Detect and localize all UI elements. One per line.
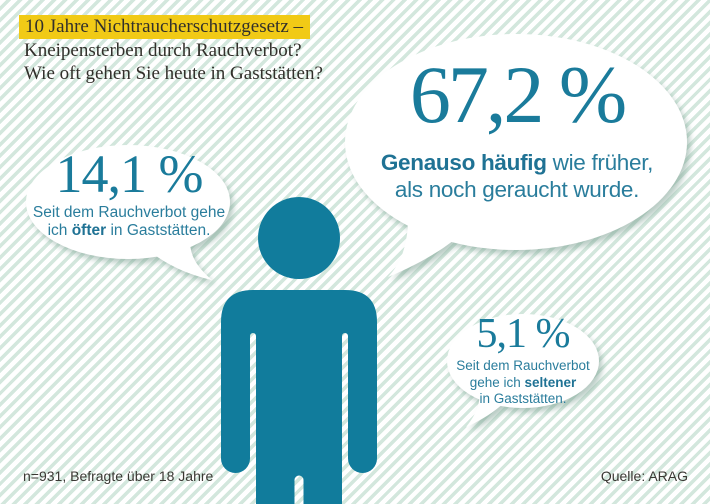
headline-highlight: 10 Jahre Nichtraucherschutzgesetz – [19,15,311,39]
person-head [258,197,340,279]
bubble-main-text-rest: wie früher, [546,150,654,175]
person-pictogram [221,197,377,504]
bubble-main-content: 67,2 % Genauso häufig wie früher, als noc… [350,54,684,203]
speech-bubble-main [345,34,687,277]
sample-size-note: n=931, Befragte über 18 Jahre [23,468,214,484]
bubble-less-often-content: 5,1 % Seit dem Rauchverbot gehe ich selte… [449,313,597,408]
bubble-main-value: 67,2 % [409,49,627,140]
person-body [221,290,377,504]
speech-bubble-more-often-body [26,145,230,259]
source-credit: Quelle: ARAG [600,468,688,484]
bubble-more-often-content: 14,1 % Seit dem Rauchverbot gehe ich öfte… [28,147,230,240]
bubble-more-often-line2-post: in Gaststätten. [106,222,211,239]
bubble-less-often-line2-bold: seltener [524,374,577,390]
bubble-more-often-line2-bold: öfter [71,222,107,239]
bubble-less-often-line3: in Gaststätten. [479,391,567,406]
bubble-more-often-line1: Seit dem Rauchverbot gehe [32,204,226,221]
bubble-less-often-line2-pre: gehe ich [469,374,525,390]
bubble-main-text-bold: Genauso häufig [380,150,547,175]
speech-bubble-more-often [26,145,230,280]
bubble-less-often-line1: Seit dem Rauchverbot [456,358,590,373]
bubble-more-often-line2-pre: ich [47,222,72,239]
speech-bubble-main-body [345,34,687,250]
bubble-more-often-text: Seit dem Rauchverbot gehe ich öfter in Ga… [28,204,230,240]
bubble-main-text: Genauso häufig wie früher, als noch gerau… [350,149,684,203]
headline-line-1: 10 Jahre Nichtraucherschutzgesetz – [19,15,323,39]
headline: 10 Jahre Nichtraucherschutzgesetz – Knei… [19,15,323,86]
speech-bubble-less-often [447,314,599,427]
bubble-main-text-line2: als noch geraucht wurde. [394,177,640,202]
bubble-less-often-text: Seit dem Rauchverbot gehe ich seltener in … [449,358,597,408]
bubble-more-often-value: 14,1 % [55,144,204,204]
headline-line-3: Wie oft gehen Sie heute in Gaststätten? [24,63,323,84]
bubble-less-often-value: 5,1 % [476,311,571,357]
headline-line-2: Kneipensterben durch Rauchverbot? [24,39,302,61]
speech-bubble-less-often-body [447,314,599,408]
